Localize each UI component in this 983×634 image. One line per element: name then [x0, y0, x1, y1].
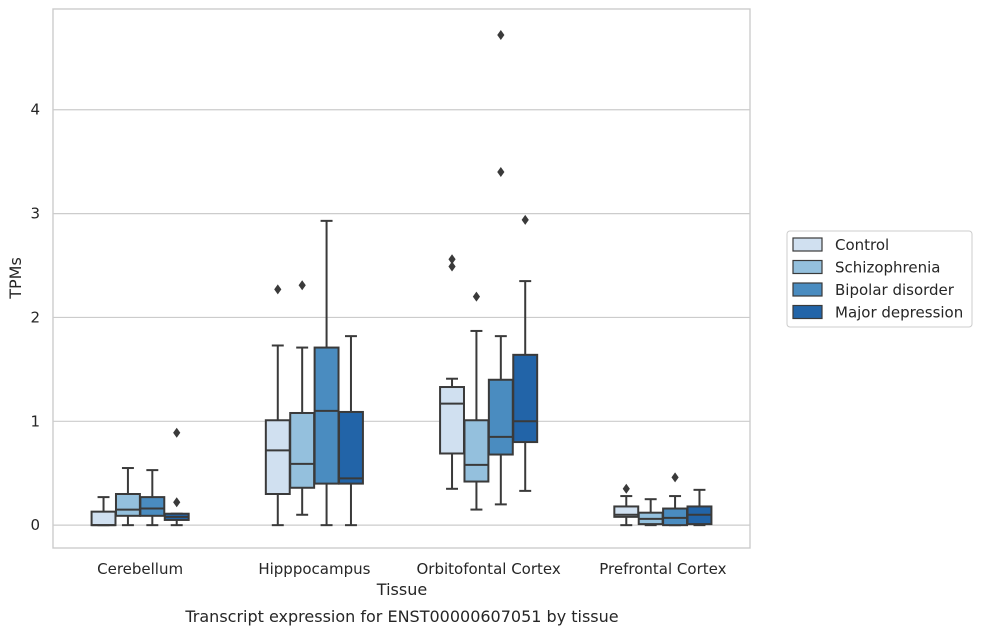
legend-swatch: [792, 237, 823, 252]
box: [338, 410, 364, 485]
box-plot: [686, 488, 713, 527]
x-tick-label: Prefrontal Cortex: [599, 560, 726, 578]
outlier-point: [448, 261, 456, 272]
grid-lines: [53, 109, 750, 526]
plot-area: [53, 9, 750, 548]
y-tick-label: 3: [30, 205, 40, 223]
y-axis-ticks: 0 1 2 3 4: [30, 101, 40, 534]
box-plot: [637, 498, 664, 527]
x-axis-ticks: Cerebellum Hipppocampus Orbitofontal Corte…: [97, 560, 726, 578]
y-tick-label: 1: [30, 412, 40, 430]
y-axis-label: TPMs: [6, 257, 25, 300]
outlier-point: [298, 280, 306, 291]
outlier-point: [472, 291, 481, 302]
box-plot: [613, 483, 640, 527]
outlier-point: [274, 284, 282, 295]
outlier-point: [671, 472, 679, 483]
box: [90, 510, 117, 527]
box-plot: [289, 280, 316, 516]
x-tick-label: Cerebellum: [97, 560, 183, 578]
legend-label: Bipolar disorder: [835, 281, 955, 299]
box: [662, 507, 689, 527]
legend-label: Major depression: [835, 304, 963, 322]
outlier-point: [622, 483, 630, 494]
outlier-point: [521, 214, 529, 225]
plot-frame: [52, 8, 751, 549]
box-plot: [512, 214, 539, 492]
box-groups: [90, 29, 713, 527]
box: [313, 346, 340, 485]
y-tick-label: 0: [30, 516, 40, 534]
box: [439, 386, 465, 455]
box: [463, 419, 490, 483]
box: [487, 378, 514, 456]
outlier-point: [497, 29, 505, 40]
box-plot: [139, 469, 166, 527]
box: [139, 496, 166, 517]
y-tick-label: 4: [30, 101, 40, 119]
box: [512, 353, 539, 444]
box-plot: [487, 29, 514, 506]
outlier-point: [497, 167, 505, 178]
box: [264, 419, 291, 495]
chart-caption: Transcript expression for ENST0000060705…: [184, 607, 618, 626]
box-plot: [338, 335, 364, 527]
legend: Control Schizophrenia Bipolar disorder Majo…: [786, 230, 973, 328]
x-tick-label: Orbitofontal Cortex: [417, 560, 561, 578]
legend-label: Control: [835, 236, 889, 254]
legend-swatch: [792, 304, 823, 320]
legend-frame: [786, 230, 973, 328]
outlier-point: [173, 427, 181, 438]
x-axis-label: Tissue: [376, 580, 427, 599]
legend-swatch: [792, 282, 823, 297]
outlier-point: [173, 497, 181, 508]
box-plot: [163, 427, 190, 527]
box-plot: [90, 496, 117, 527]
box: [114, 492, 141, 517]
box: [289, 411, 316, 489]
legend-swatch: [792, 259, 823, 275]
outlier-point: [448, 254, 456, 265]
legend-label: Schizophrenia: [835, 259, 940, 277]
box: [613, 505, 640, 518]
y-tick-label: 2: [30, 308, 40, 326]
x-tick-label: Hipppocampus: [258, 560, 370, 578]
